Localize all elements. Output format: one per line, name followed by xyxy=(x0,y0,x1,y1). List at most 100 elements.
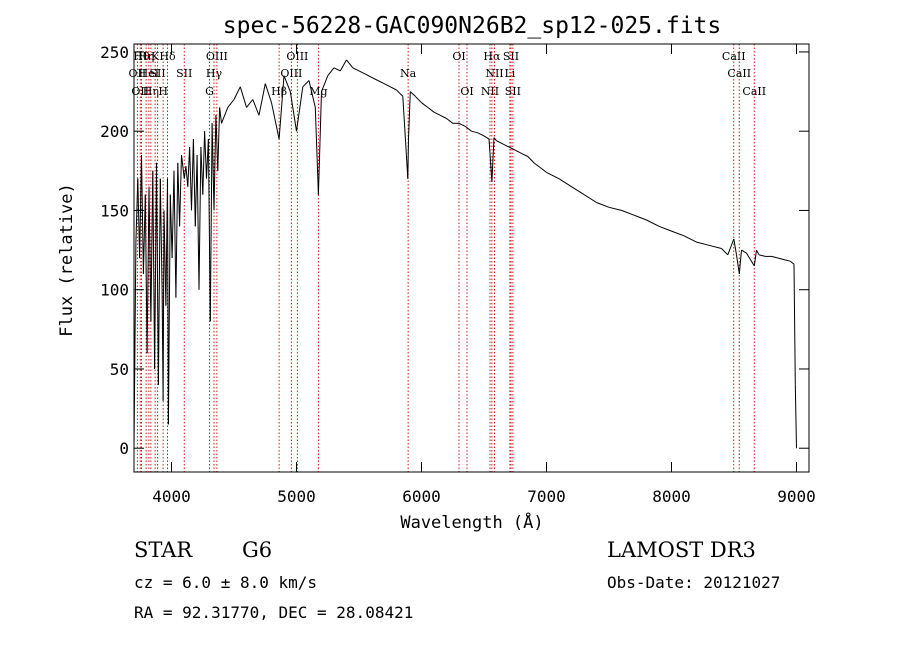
spectrum-segment-13 xyxy=(157,178,161,385)
spectrum-segment-4 xyxy=(141,154,144,274)
spectrum-segment-121 xyxy=(727,238,735,255)
line-label-4: HeI xyxy=(139,67,159,80)
spectrum-segment-45 xyxy=(215,115,219,171)
spectrum-segment-9 xyxy=(150,170,154,322)
spectrum-segment-24 xyxy=(175,162,179,298)
x-tick-label-2: 6000 xyxy=(402,487,441,506)
spectrum-segment-104 xyxy=(533,162,541,169)
data-release: LAMOST DR3 xyxy=(607,538,756,562)
object-class: STAR xyxy=(134,538,193,562)
spectrum-segment-21 xyxy=(169,194,173,259)
spectrum-segment-71 xyxy=(358,70,366,75)
spectrum-segment-134 xyxy=(789,260,795,265)
line-label-18: Na xyxy=(400,67,417,80)
x-tick-label-4: 8000 xyxy=(652,487,691,506)
x-tick-label-5: 9000 xyxy=(777,487,816,506)
spectrum-segment-112 xyxy=(621,209,635,216)
line-label-12: Hγ xyxy=(206,67,223,80)
spectrum-segment-75 xyxy=(383,83,391,88)
spectrum-segment-69 xyxy=(346,59,354,69)
spectrum-segment-27 xyxy=(181,154,185,179)
spectrum-segment-119 xyxy=(708,244,722,249)
spectrum-segment-107 xyxy=(558,178,572,188)
spectrum-segment-114 xyxy=(646,219,660,227)
spectrum-segment-120 xyxy=(721,248,729,256)
spectrum-segment-37 xyxy=(200,146,204,195)
spectrum-segment-25 xyxy=(177,162,181,227)
spectrum-segment-42 xyxy=(209,123,213,322)
spectrum-segment-118 xyxy=(696,241,710,246)
spectrum-segment-136 xyxy=(794,384,797,449)
x-axis-label: Wavelength (Å) xyxy=(400,511,543,533)
line-label-25: SII xyxy=(503,50,519,63)
spectrum-segment-93 xyxy=(477,132,485,137)
spectrum-segment-67 xyxy=(333,67,341,72)
spectrum-segment-51 xyxy=(239,86,247,108)
spectrum-segment-87 xyxy=(440,114,447,119)
spectrum-segment-26 xyxy=(179,154,182,227)
line-label-21: NII xyxy=(481,85,499,98)
line-label-15: OIII xyxy=(280,67,302,80)
line-label-20: OI xyxy=(460,85,473,98)
spectrum-segment-135 xyxy=(793,264,796,385)
spectrum-segment-2 xyxy=(137,178,141,259)
spectrum-segment-64 xyxy=(317,91,322,195)
spectrum-segment-73 xyxy=(371,76,379,81)
spectrum-segment-57 xyxy=(278,75,285,140)
spectrum-segment-78 xyxy=(402,96,407,148)
spectrum-segment-96 xyxy=(491,137,495,182)
spectrum-segment-36 xyxy=(198,146,202,290)
spectrum-segment-3 xyxy=(139,154,142,259)
spectrum-segment-103 xyxy=(527,156,535,164)
spectrum-segment-106 xyxy=(546,171,560,180)
spectrum-segment-95 xyxy=(488,139,493,182)
spectrum-segment-99 xyxy=(502,143,510,148)
spectrum-segment-43 xyxy=(211,123,215,211)
spectrum-segment-110 xyxy=(596,202,610,208)
spectrum-segment-56 xyxy=(271,102,280,140)
spectrum-segment-94 xyxy=(483,135,490,140)
spectrum-segment-50 xyxy=(233,86,241,100)
spectrum-segment-32 xyxy=(191,139,194,211)
spectrum-segment-22 xyxy=(171,170,175,259)
spectrum-segment-7 xyxy=(146,186,150,354)
line-label-24: Li xyxy=(504,67,515,80)
y-axis-label: Flux (relative) xyxy=(57,183,77,337)
spectrum-segment-133 xyxy=(783,259,791,262)
line-label-2: Hθ xyxy=(133,50,150,63)
spectrum-segment-129 xyxy=(758,254,766,257)
spectrum-segment-84 xyxy=(421,102,429,108)
coordinates: RA = 92.31770, DEC = 28.08421 xyxy=(134,603,414,622)
spectrum-segment-11 xyxy=(154,162,157,370)
plot-frame xyxy=(133,43,810,473)
spectrum-segment-60 xyxy=(296,86,304,132)
spectrum-segment-117 xyxy=(683,235,697,243)
spectrum-segment-98 xyxy=(496,140,504,145)
spectrum-segment-82 xyxy=(409,91,416,97)
spectrum-segment-31 xyxy=(189,146,192,211)
obs-date: Obs-Date: 20121027 xyxy=(607,573,781,592)
y-tick-label-4: 200 xyxy=(100,122,129,141)
spectrum-segment-23 xyxy=(173,170,177,298)
spectrum-segment-63 xyxy=(314,107,319,195)
spectrum-segment-116 xyxy=(671,230,685,237)
spectrum-segment-102 xyxy=(521,152,529,157)
spectrum-segment-97 xyxy=(493,137,497,142)
spectrum-segment-66 xyxy=(327,67,335,77)
spectrum-segment-125 xyxy=(741,249,747,254)
spectrum-segment-6 xyxy=(144,194,148,354)
spectrum-segment-44 xyxy=(213,115,217,211)
spectrum-segment-76 xyxy=(390,86,397,91)
spectrum-segment-101 xyxy=(515,149,522,154)
subclass: G6 xyxy=(242,538,273,562)
spectrum-segment-46 xyxy=(217,107,221,171)
spectrum-segment-53 xyxy=(252,99,260,116)
spectrum-segment-68 xyxy=(339,59,347,72)
line-label-7: SII xyxy=(150,67,166,80)
spectrum-segment-80 xyxy=(407,139,409,179)
x-tick-label-1: 5000 xyxy=(277,487,316,506)
x-tick-label-0: 4000 xyxy=(152,487,191,506)
spectrum-segment-20 xyxy=(167,194,171,425)
spectrum-segment-72 xyxy=(365,73,372,78)
spectrum-segment-65 xyxy=(321,75,329,92)
